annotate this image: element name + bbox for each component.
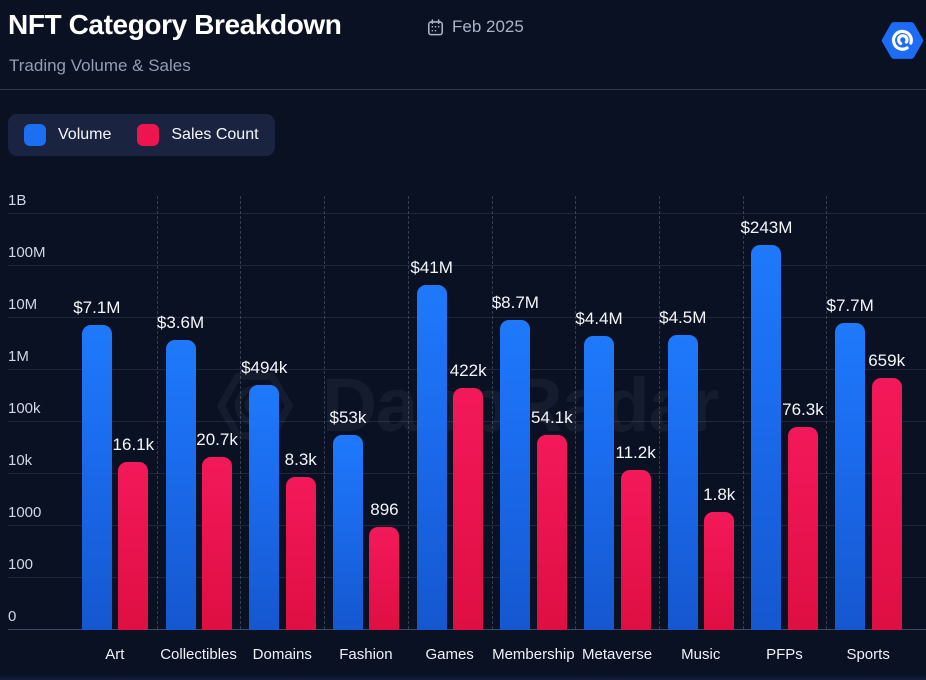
bar-volume-music[interactable] — [667, 335, 698, 630]
bar-sales-domains[interactable] — [285, 477, 316, 630]
x-tick-label-pfps: PFPs — [766, 646, 803, 663]
x-tick-label-metaverse: Metaverse — [582, 646, 653, 663]
date-badge: Feb 2025 — [426, 17, 524, 37]
y-tick-label-1000: 1000 — [8, 504, 42, 521]
y-tick-label-10M: 10M — [8, 296, 38, 313]
category-separator — [742, 196, 744, 629]
bar-volume-membership[interactable] — [500, 320, 531, 630]
bar-volume-art[interactable] — [81, 324, 112, 630]
x-tick-label-art: Art — [105, 646, 125, 663]
volume-value-label-collectibles: $3.6M — [156, 313, 205, 333]
x-tick-label-membership: Membership — [492, 646, 575, 663]
y-tick-label-10k: 10k — [8, 452, 33, 469]
bar-volume-collectibles[interactable] — [165, 340, 196, 630]
category-separator — [156, 196, 158, 629]
bar-volume-games[interactable] — [416, 285, 447, 630]
sales-value-label-music: 1.8k — [703, 484, 736, 504]
bar-sales-collectibles[interactable] — [202, 456, 233, 630]
category-separator — [407, 196, 409, 629]
category-separator — [324, 196, 326, 629]
x-tick-label-fashion: Fashion — [339, 646, 393, 663]
bar-volume-domains[interactable] — [249, 384, 280, 630]
dappradar-logo-icon[interactable] — [880, 18, 925, 63]
chart-legend: Volume Sales Count — [8, 114, 275, 156]
category-separator — [575, 196, 577, 629]
sales-value-label-sports: 659k — [868, 351, 906, 371]
sales-value-label-collectibles: 20.7k — [196, 429, 238, 449]
category-separator — [491, 196, 493, 629]
legend-volume-label: Volume — [58, 126, 112, 143]
category-separator — [826, 196, 828, 629]
sales-value-label-domains: 8.3k — [284, 450, 317, 470]
y-tick-label-100M: 100M — [8, 244, 46, 261]
y-tick-label-1M: 1M — [8, 348, 29, 365]
volume-value-label-domains: $494k — [241, 357, 288, 377]
x-tick-label-games: Games — [425, 646, 474, 663]
volume-value-label-music: $4.5M — [659, 308, 707, 328]
legend-item-sales-count[interactable]: Sales Count — [137, 124, 259, 146]
bar-volume-fashion[interactable] — [332, 435, 363, 630]
volume-value-label-sports: $7.7M — [826, 295, 874, 315]
chart-subtitle: Trading Volume & Sales — [9, 56, 191, 75]
gridline-y-1B — [8, 213, 926, 214]
volume-value-label-games: $41M — [410, 258, 453, 278]
x-tick-label-music: Music — [681, 646, 721, 663]
gridline-y-10M — [8, 317, 926, 318]
y-tick-label-0: 0 — [8, 608, 17, 625]
sales-value-label-metaverse: 11.2k — [615, 443, 656, 463]
y-tick-label-100k: 100k — [8, 400, 41, 417]
volume-swatch-icon — [24, 124, 46, 146]
legend-sales-count-label: Sales Count — [171, 126, 259, 143]
bar-volume-metaverse[interactable] — [584, 335, 615, 630]
volume-value-label-fashion: $53k — [329, 408, 367, 428]
bar-volume-pfps[interactable] — [751, 244, 782, 630]
bar-sales-metaverse[interactable] — [620, 470, 651, 630]
volume-value-label-art: $7.1M — [73, 297, 121, 317]
bar-sales-fashion[interactable] — [369, 527, 400, 630]
legend-item-volume[interactable]: Volume — [24, 124, 111, 146]
x-tick-label-domains: Domains — [252, 646, 312, 663]
bar-sales-music[interactable] — [704, 511, 735, 630]
sales-value-label-games: 422k — [449, 361, 487, 381]
bar-sales-games[interactable] — [453, 388, 484, 630]
y-tick-label-100: 100 — [8, 556, 34, 573]
sales-value-label-art: 16.1k — [112, 435, 155, 455]
bar-sales-sports[interactable] — [871, 378, 902, 630]
x-tick-label-collectibles: Collectibles — [160, 646, 237, 663]
calendar-icon — [426, 18, 445, 37]
sales-value-label-fashion: 896 — [370, 500, 399, 520]
y-tick-label-1B: 1B — [8, 192, 27, 209]
bar-sales-pfps[interactable] — [787, 427, 818, 630]
sales-value-label-membership: 54.1k — [531, 407, 573, 427]
category-separator — [240, 196, 242, 629]
bar-sales-art[interactable] — [118, 462, 149, 630]
volume-value-label-metaverse: $4.4M — [575, 308, 623, 328]
bottom-edge-glow — [0, 675, 926, 680]
x-tick-label-sports: Sports — [846, 646, 890, 663]
volume-value-label-membership: $8.7M — [491, 293, 539, 313]
sales-count-swatch-icon — [137, 124, 160, 146]
category-separator — [658, 196, 660, 629]
gridline-y-1M — [8, 369, 926, 370]
gridline-y-100M — [8, 265, 926, 266]
header-divider — [0, 89, 926, 90]
volume-value-label-pfps: $243M — [740, 217, 793, 237]
page-title: NFT Category Breakdown — [8, 9, 342, 40]
bar-sales-membership[interactable] — [536, 434, 567, 630]
bar-volume-sports[interactable] — [835, 322, 866, 630]
sales-value-label-pfps: 76.3k — [782, 400, 824, 420]
date-label: Feb 2025 — [452, 17, 524, 36]
